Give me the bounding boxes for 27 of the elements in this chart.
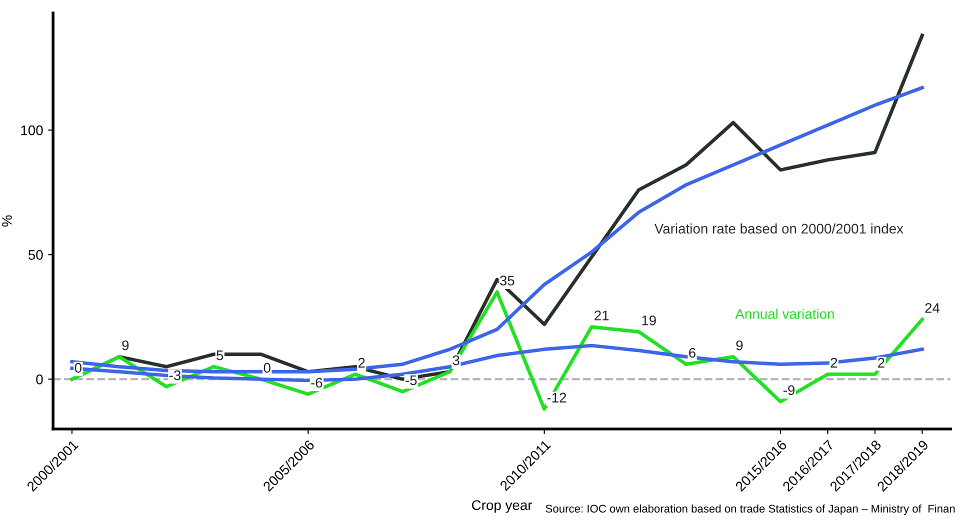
data-label: 6 [689,348,696,358]
data-label: 21 [594,310,609,320]
data-label: 2 [830,358,838,368]
text: Annual variation [735,308,834,319]
data-label: 5 [216,350,224,360]
data-label: 2 [358,358,365,368]
x-axis-title: Crop year [472,500,532,513]
data-label: 24 [925,303,940,313]
data-label: 9 [122,340,129,350]
y-tick-label: 0 [36,374,43,384]
data-label: -12 [547,392,566,402]
y-tick-label: 100 [21,125,43,136]
data-label: -3 [169,370,181,380]
text: Variation rate based on 2000/2001 index [654,223,904,234]
data-label: 3 [452,355,460,366]
data-label: 0 [74,362,82,373]
data-label: 35 [500,276,514,286]
data-label: -5 [406,375,417,386]
data-label: 9 [736,340,743,350]
data-label: 19 [642,316,656,326]
data-label: -6 [311,378,322,388]
y-tick-label: 50 [28,250,43,260]
source-note: Source: IOC own elaboration based on trade Statistics of Japan – Ministry of Finan [546,504,955,515]
data-label: 0 [264,362,270,373]
y-axis-title: % [2,215,12,227]
data-label: -9 [783,385,795,396]
data-label: 2 [878,358,884,368]
